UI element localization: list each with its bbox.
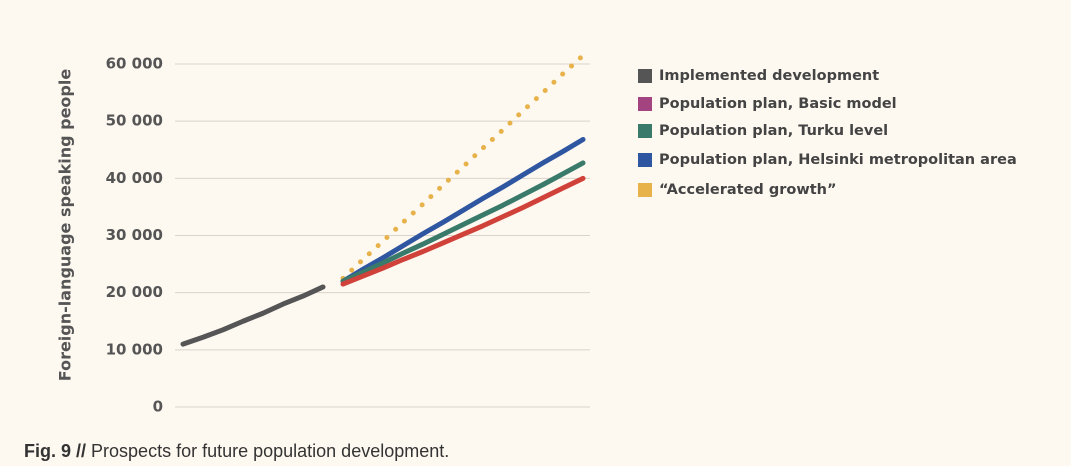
caption: Fig. 9 // Prospects for future populatio…	[24, 441, 449, 461]
y-tick-label: 30 000	[106, 226, 163, 244]
legend-label: “Accelerated growth”	[659, 182, 837, 198]
y-tick-label: 0	[153, 398, 163, 416]
legend-swatch	[638, 69, 652, 83]
legend-swatch	[638, 97, 652, 111]
y-axis-label: Foreign-language speaking people	[56, 69, 75, 382]
series-line	[340, 160, 586, 284]
caption-text: Prospects for future population developm…	[91, 441, 449, 461]
legend-swatch	[638, 124, 652, 138]
y-tick-label: 10 000	[106, 340, 163, 358]
legend-label: Population plan, Basic model	[659, 96, 897, 112]
legend-swatch	[638, 183, 652, 197]
legend-label: Population plan, Helsinki metropolitan a…	[659, 152, 1017, 168]
series-line	[340, 136, 586, 284]
y-tick-label: 20 000	[106, 283, 163, 301]
series-line	[180, 284, 326, 347]
legend-label: Implemented development	[659, 68, 879, 84]
y-tick-label: 40 000	[106, 169, 163, 187]
y-tick-label: 60 000	[106, 55, 163, 73]
legend-label: Population plan, Turku level	[659, 123, 888, 139]
legend-swatch	[638, 153, 652, 167]
caption-bold: Fig. 9 //	[24, 441, 86, 461]
y-tick-label: 50 000	[106, 112, 163, 130]
series-line	[340, 175, 586, 287]
